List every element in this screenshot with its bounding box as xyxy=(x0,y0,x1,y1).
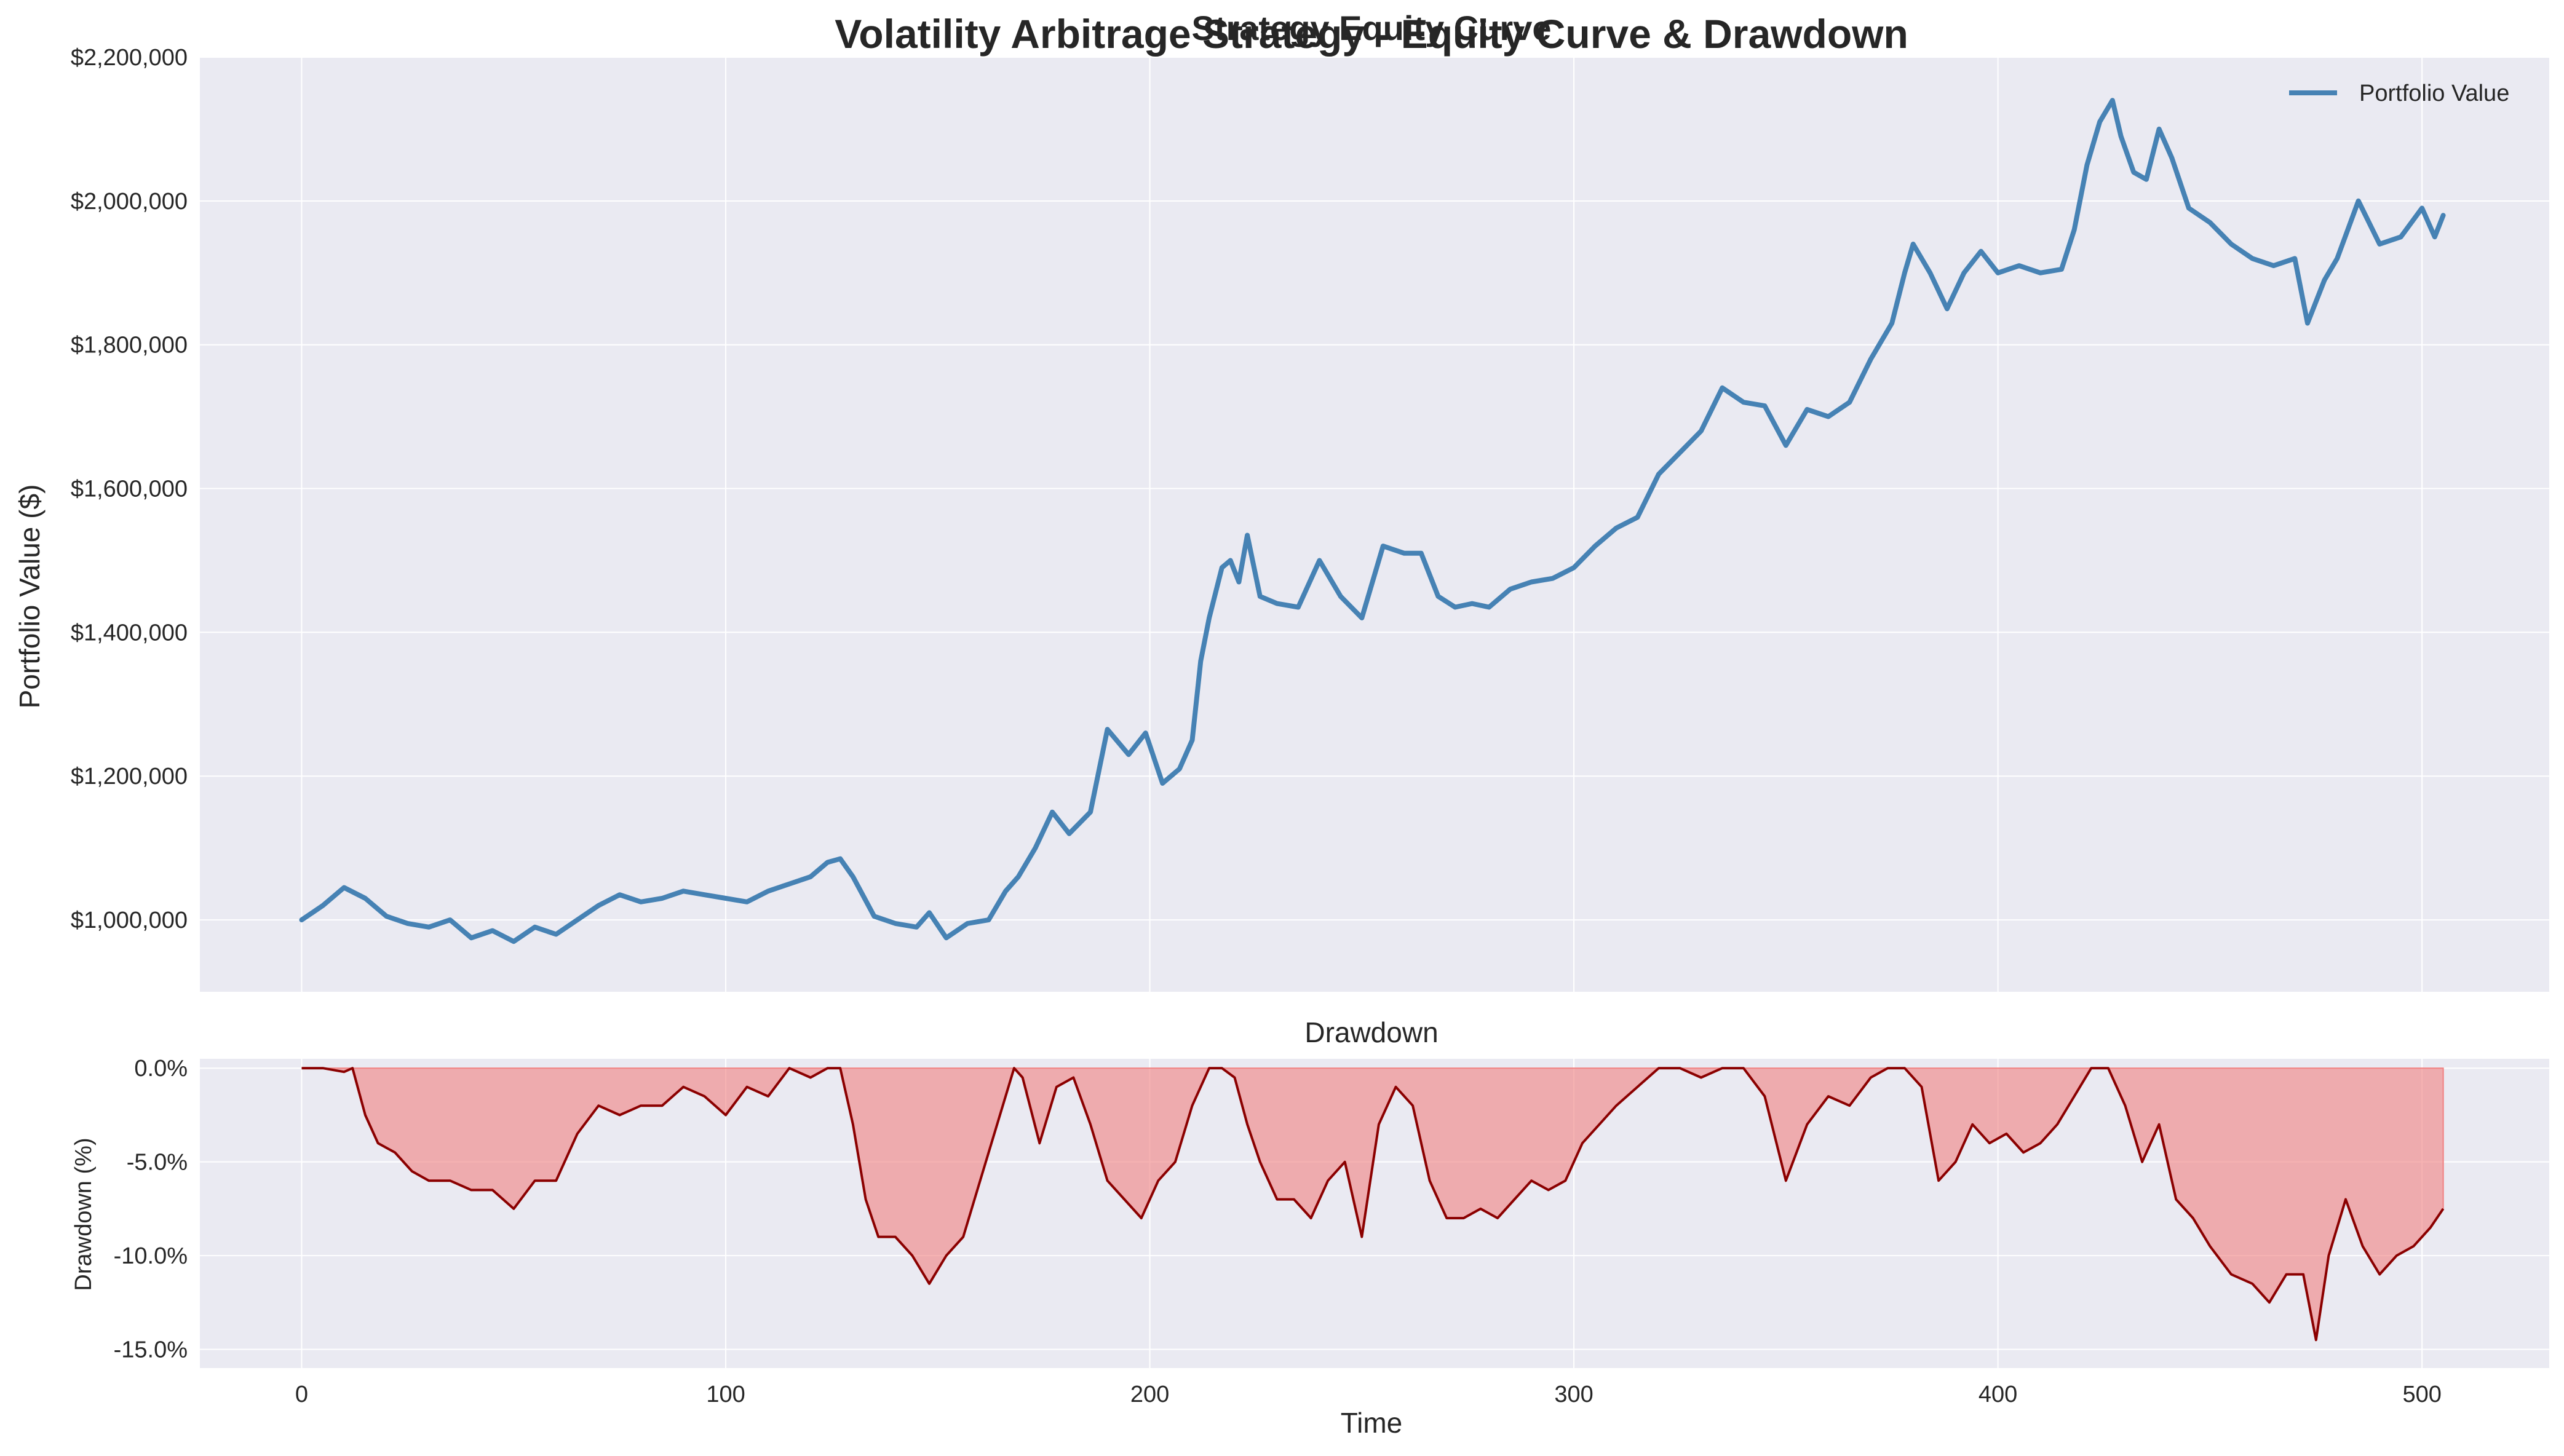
equity-y-axis-label: Portfolio Value ($) xyxy=(14,485,46,709)
equity-y-tick-label: $1,800,000 xyxy=(71,333,188,358)
drawdown-y-tick-label: -15.0% xyxy=(114,1337,188,1363)
equity-y-tick-label: $1,400,000 xyxy=(71,620,188,646)
drawdown-y-tick-labels: 0.0% -5.0% -10.0% -15.0% xyxy=(114,1056,188,1363)
equity-y-tick-labels: $1,000,000 $1,200,000 $1,400,000 $1,600,000… xyxy=(71,45,188,933)
drawdown-x-tick-label: 0 xyxy=(295,1382,308,1407)
drawdown-y-tick-label: 0.0% xyxy=(134,1056,188,1082)
equity-y-tick-label: $1,200,000 xyxy=(71,764,188,789)
legend: Portfolio Value xyxy=(2289,81,2509,106)
drawdown-panel: 0.0% -5.0% -10.0% -15.0% 0 100 200 300 400 500 D… xyxy=(71,1016,2549,1439)
drawdown-x-tick-labels: 0 100 200 300 400 500 xyxy=(295,1382,2442,1407)
equity-gridlines xyxy=(200,57,2549,992)
drawdown-x-tick-label: 400 xyxy=(1979,1382,2017,1407)
equity-y-tick-label: $2,200,000 xyxy=(71,45,188,71)
drawdown-y-tick-label: -10.0% xyxy=(114,1243,188,1269)
drawdown-series xyxy=(301,1067,2445,1342)
equity-axes-background xyxy=(200,57,2549,992)
drawdown-panel-title: Drawdown xyxy=(1304,1016,1438,1048)
legend-label-portfolio-value: Portfolio Value xyxy=(2359,81,2509,106)
drawdown-x-tick-label: 300 xyxy=(1554,1382,1593,1407)
drawdown-x-tick-label: 500 xyxy=(2402,1382,2441,1407)
drawdown-x-tick-label: 200 xyxy=(1130,1382,1169,1407)
equity-curve-panel: $1,000,000 $1,200,000 $1,400,000 $1,600,000… xyxy=(14,45,2549,992)
drawdown-x-tick-label: 100 xyxy=(706,1382,745,1407)
drawdown-x-axis-label: Time xyxy=(1341,1407,1403,1439)
equity-y-tick-label: $2,000,000 xyxy=(71,189,188,215)
equity-series xyxy=(299,98,2446,944)
drawdown-y-tick-label: -5.0% xyxy=(127,1150,188,1176)
portfolio-value-line xyxy=(299,98,2446,944)
drawdown-line xyxy=(301,1067,2445,1342)
equity-panel-title: Strategy Equity Curve xyxy=(1191,9,1551,47)
equity-y-tick-label: $1,000,000 xyxy=(71,908,188,933)
figure-suptitle: Volatility Arbitrage Strategy - Equity C… xyxy=(835,11,1908,57)
equity-y-tick-label: $1,600,000 xyxy=(71,477,188,502)
drawdown-y-axis-label: Drawdown (%) xyxy=(71,1138,97,1291)
